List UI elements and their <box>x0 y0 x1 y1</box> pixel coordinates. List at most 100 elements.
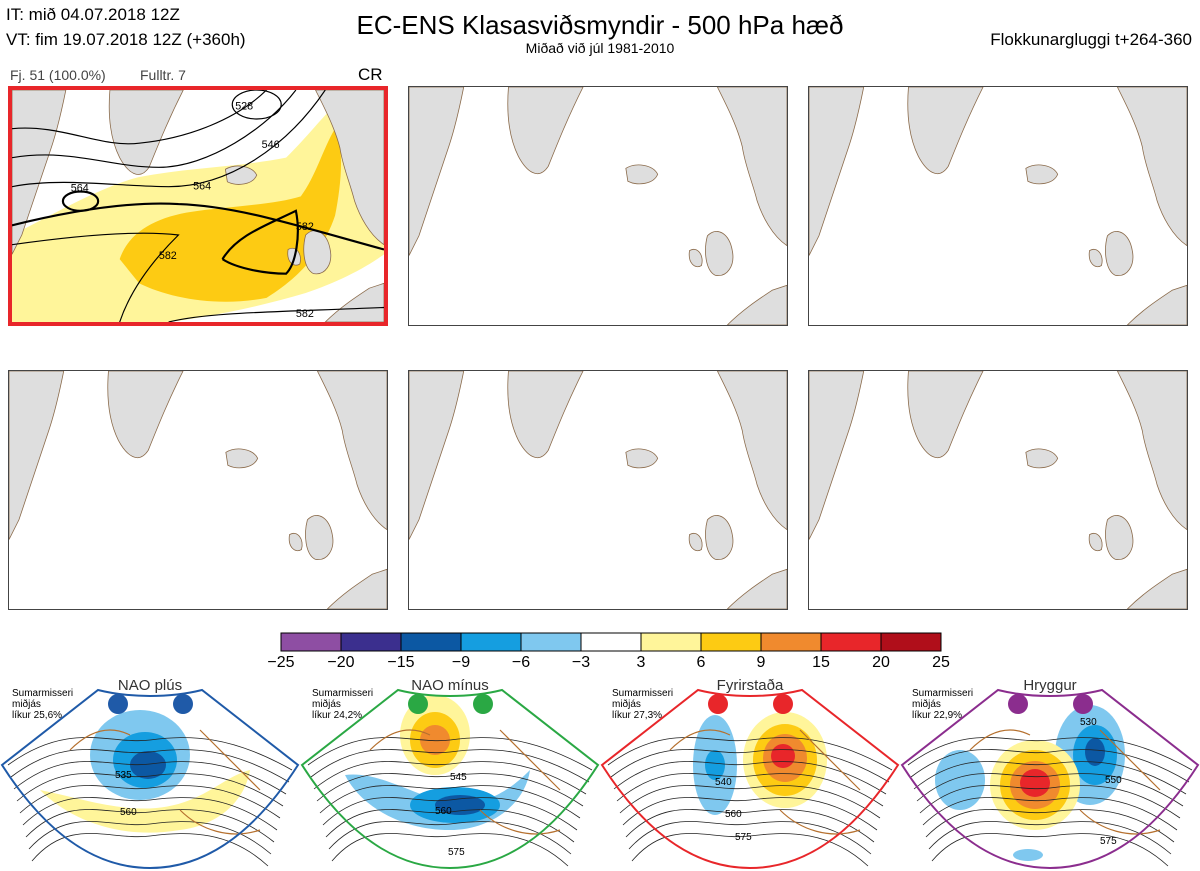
scandinavia-landmass <box>716 87 787 247</box>
scandinavia-landmass <box>1116 87 1187 247</box>
ireland-landmass <box>288 533 303 552</box>
contour-label: 564 <box>193 181 211 193</box>
regime-title: NAO plús <box>117 677 183 694</box>
regime-1: 535 560 NAO plús Sumarmisseri miðjás líkur … <box>0 677 300 870</box>
height-contour <box>12 90 267 145</box>
colorbar-swatch <box>400 632 462 652</box>
height-contour <box>628 821 872 855</box>
regime-fan-outline <box>0 688 300 870</box>
colorbar <box>280 632 942 652</box>
greenland-landmass <box>507 87 584 175</box>
height-contour <box>607 737 893 771</box>
panel-1-representative: Fulltr. 7 <box>140 67 186 83</box>
height-contour <box>922 797 1178 831</box>
contour-label: 550 <box>1105 775 1122 786</box>
colorbar-swatch <box>340 632 402 652</box>
regime-description: Sumarmisseri miðjás líkur 25,6% <box>12 688 74 721</box>
contour-label: 528 <box>235 100 253 112</box>
greenland-landmass <box>507 371 584 459</box>
regime-map: 535 560 <box>0 688 300 870</box>
anomaly-negative <box>130 751 166 779</box>
regime-title: Fyrirstaða <box>716 677 784 694</box>
height-contour <box>619 785 881 819</box>
colorbar-swatch <box>580 632 642 652</box>
anomaly-negative <box>935 750 985 810</box>
scandinavia-landmass <box>315 90 384 246</box>
height-contour <box>907 737 1193 771</box>
regime-marker-dot <box>773 694 793 714</box>
height-contour <box>910 749 1190 783</box>
europe-landmass <box>726 284 787 325</box>
regime-marker-dot <box>108 694 128 714</box>
anomaly-positive <box>40 770 250 833</box>
contour-label: 575 <box>448 847 465 858</box>
scandinavia-landmass <box>316 371 387 531</box>
panel-1-regime: CR <box>358 65 383 84</box>
europe-landmass <box>726 568 787 609</box>
height-contour <box>325 809 575 843</box>
issue-time: IT: mið 04.07.2018 12Z <box>6 5 180 24</box>
height-contour <box>313 761 587 795</box>
panel-map <box>809 87 1187 325</box>
cluster-panel-5 <box>408 370 788 610</box>
colorbar-tick-label: 3 <box>636 654 646 671</box>
height-contour <box>925 809 1175 843</box>
height-contour-low <box>61 190 100 212</box>
height-contour <box>610 749 890 783</box>
regime-fan-outline <box>600 688 900 870</box>
regime-2: 545 560 575 NAO mínus Sumarmisseri miðjás lí… <box>300 677 600 870</box>
classification-window: Flokkunargluggi t+264-360 <box>990 30 1192 49</box>
height-contour <box>322 797 578 831</box>
height-contour <box>7 737 293 771</box>
colorbar-tick-label: 20 <box>872 654 890 671</box>
contour-label: 582 <box>296 308 314 320</box>
coastline <box>969 729 1161 835</box>
britain-landmass <box>705 231 734 276</box>
canada-landmass <box>809 371 865 540</box>
colorbar-tick-label: 15 <box>812 654 830 671</box>
contour-label: 560 <box>435 806 452 817</box>
regime-4: 530 550 575 Hryggur Sumarmisseri miðjás líku… <box>900 677 1200 870</box>
height-contour <box>28 821 272 855</box>
britain-landmass <box>1105 515 1134 560</box>
cluster-panel-2 <box>408 86 788 326</box>
colorbar-swatch <box>760 632 822 652</box>
height-contour <box>625 809 875 843</box>
contour-label: 546 <box>262 139 280 151</box>
iceland-landmass <box>1025 448 1059 469</box>
canada-landmass <box>809 87 865 256</box>
regime-marker-dot <box>408 694 428 714</box>
anomaly-positive <box>1020 769 1050 797</box>
regime-map: 545 560 575 <box>300 688 600 870</box>
cluster-panel-4 <box>8 370 388 610</box>
regime-marker-dot <box>173 694 193 714</box>
height-contour <box>12 90 326 188</box>
chart-subtitle: Miðað við júl 1981-2010 <box>525 40 675 56</box>
europe-landmass <box>1126 284 1187 325</box>
cluster-panel-6 <box>808 370 1188 610</box>
europe-landmass <box>326 568 387 609</box>
regime-map: 530 550 575 <box>900 688 1200 870</box>
height-contour <box>13 761 287 795</box>
regime-3: 540 560 575 Fyrirstaða Sumarmisseri miðjás l… <box>600 677 900 870</box>
britain-landmass <box>705 515 734 560</box>
greenland-landmass <box>108 90 184 175</box>
panel-1-member-count: Fj. 51 (100.0%) <box>10 67 106 83</box>
anomaly-positive <box>420 725 450 755</box>
colorbar-tick-label: 25 <box>932 654 950 671</box>
panel-map: 564 546 528 564 582 582 582 <box>12 90 384 322</box>
contour-label: 560 <box>120 807 137 818</box>
canada-landmass <box>409 87 465 256</box>
panel-map <box>809 371 1187 609</box>
regime-map: 540 560 575 <box>600 688 900 870</box>
colorbar-tick-label: −20 <box>327 654 355 671</box>
contour-label: 582 <box>296 221 314 233</box>
contour-label: 535 <box>115 770 132 781</box>
chart-title: EC-ENS Klasasviðsmyndir - 500 hPa hæð <box>356 10 844 40</box>
colorbar-swatch <box>820 632 882 652</box>
canada-landmass <box>409 371 465 540</box>
colorbar-tick-label: 9 <box>756 654 766 671</box>
contour-label: 540 <box>715 777 732 788</box>
colorbar-swatch <box>280 632 342 652</box>
colorbar-tick-label: −15 <box>387 654 415 671</box>
